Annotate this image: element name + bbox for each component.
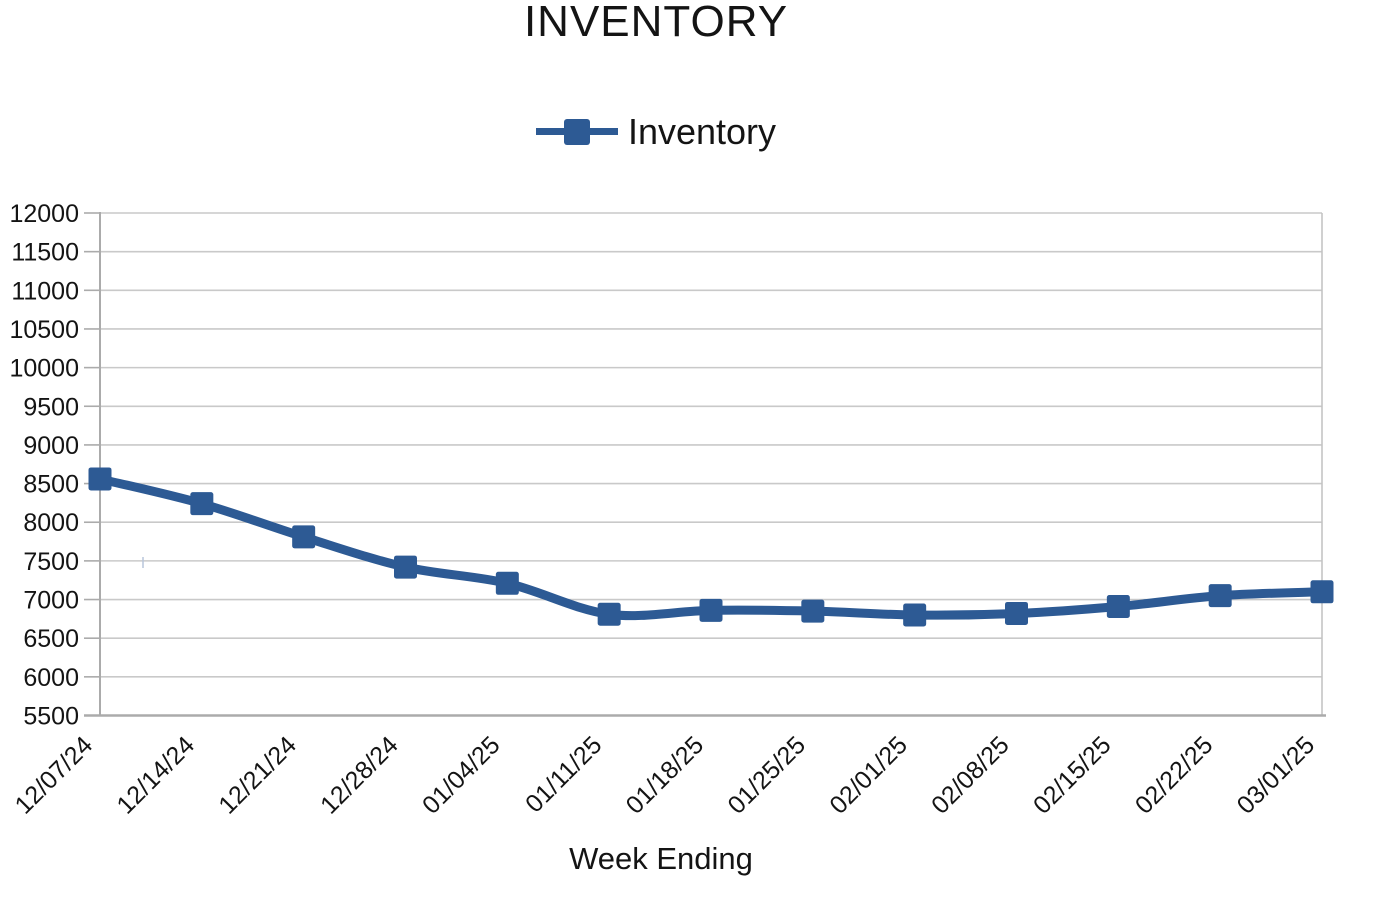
legend-label: Inventory	[627, 111, 777, 152]
y-axis-tick-label: 7500	[23, 548, 79, 576]
y-axis-tick-label: 10500	[9, 316, 79, 344]
data-point-marker	[495, 571, 519, 595]
y-axis-tick-label: 5500	[23, 703, 79, 731]
x-axis-tick-label: 02/08/25	[926, 731, 1015, 820]
x-axis-tick-label: 02/01/25	[824, 731, 913, 820]
y-axis-tick-label: 10000	[9, 355, 79, 383]
x-axis-tick-label: 12/07/24	[10, 731, 99, 820]
x-axis-title: Week Ending	[569, 841, 753, 876]
y-axis-tick-label: 11000	[11, 277, 79, 305]
data-point-marker	[292, 525, 316, 549]
y-axis-tick-label: 12000	[9, 200, 79, 228]
data-point-marker	[88, 467, 112, 491]
x-axis-tick-label: 02/22/25	[1130, 731, 1219, 820]
data-point-marker	[699, 598, 723, 622]
data-point-marker	[190, 492, 214, 516]
x-axis-tick-label: 03/01/25	[1232, 731, 1321, 820]
y-axis-tick-label: 8000	[23, 509, 79, 537]
x-axis-tick-label: 01/25/25	[722, 731, 811, 820]
x-axis-tick-label: 02/15/25	[1028, 731, 1117, 820]
y-axis-tick-label: 11500	[11, 239, 79, 267]
data-point-marker	[1310, 580, 1334, 604]
y-axis-tick-label: 9500	[23, 393, 79, 421]
legend: Inventory	[0, 111, 1312, 152]
y-axis-tick-label: 9000	[23, 432, 79, 460]
data-point-marker	[597, 602, 621, 626]
data-point-marker	[1106, 594, 1130, 618]
inventory-series-line	[95, 474, 1327, 621]
y-axis-tick-label: 7000	[23, 587, 79, 615]
data-point-marker	[1005, 601, 1028, 625]
data-point-marker	[801, 599, 825, 623]
x-axis-tick-label: 12/28/24	[315, 731, 404, 820]
chart-title: INVENTORY	[523, 0, 789, 46]
legend-square-icon	[563, 118, 590, 145]
x-axis-tick-label: 01/04/25	[417, 731, 506, 820]
x-axis-tick-label: 12/14/24	[111, 731, 200, 820]
y-axis-tick-label: 8500	[23, 471, 79, 499]
data-point-marker	[903, 603, 927, 627]
x-axis-tick-label: 01/11/25	[520, 731, 607, 818]
y-axis-tick-label: 6000	[23, 664, 79, 692]
y-axis-tick-label: 6500	[23, 625, 79, 653]
data-point-marker	[394, 555, 417, 579]
legend-line-marker-icon	[535, 118, 618, 146]
data-point-marker	[1208, 584, 1232, 608]
x-axis-tick-label: 12/21/24	[213, 731, 302, 820]
x-axis-tick-label: 01/18/25	[621, 731, 710, 820]
